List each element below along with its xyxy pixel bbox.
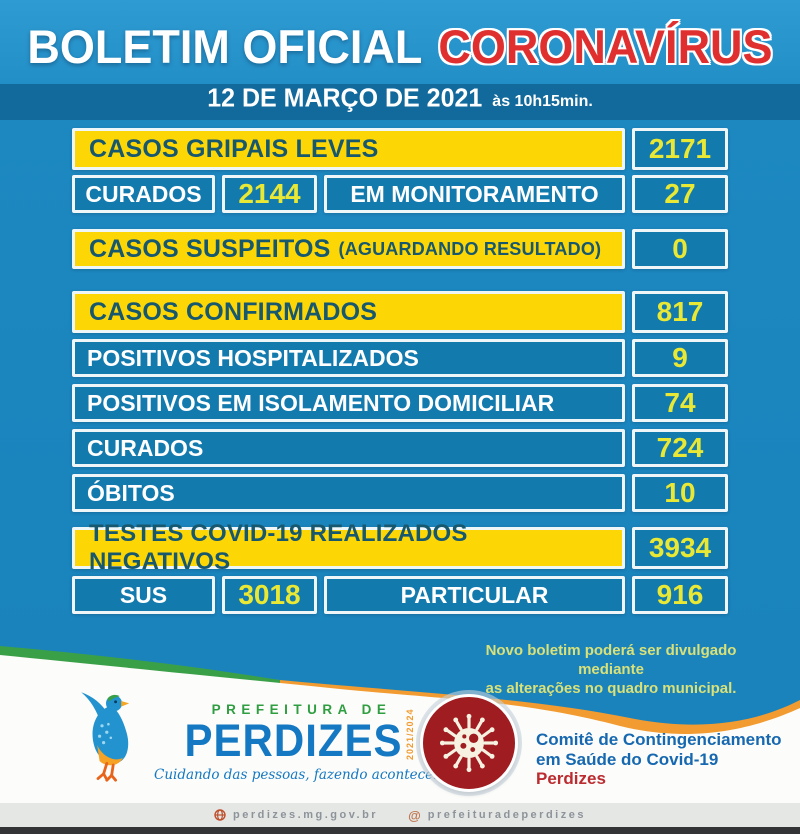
bulletin-date: 12 DE MARÇO DE 2021: [207, 83, 483, 113]
label-particular: PARTICULAR: [324, 576, 625, 614]
partridge-bird-icon: [81, 692, 130, 782]
row-curados: CURADOS 724: [72, 429, 728, 467]
title-main: BOLETIM OFICIAL: [27, 19, 423, 74]
row-casos-gripais: CASOS GRIPAIS LEVES 2171: [72, 128, 728, 170]
row-testes-detalhe: SUS 3018 PARTICULAR 916: [72, 576, 728, 614]
value-curados: 724: [632, 429, 728, 467]
logo-name-row: PERDIZES 2021/2024: [184, 708, 415, 766]
committee-line-1: Comitê de Contingenciamento: [536, 730, 782, 749]
contact-bar: perdizes.mg.gov.br @ prefeituradeperdize…: [0, 803, 800, 827]
note-text: Novo boletim poderá ser divulgado median…: [452, 642, 770, 698]
website-item: perdizes.mg.gov.br: [214, 809, 378, 821]
logo-slogan: Cuidando das pessoas, fazendo acontecer!: [154, 767, 446, 783]
row-testes-negativos: TESTES COVID-19 REALIZADOS NEGATIVOS 393…: [72, 520, 728, 575]
value-casos-suspeitos: 0: [632, 229, 728, 269]
social-handle: prefeituradeperdizes: [427, 809, 586, 821]
label-casos-suspeitos: CASOS SUSPEITOS (AGUARDANDO RESULTADO): [72, 229, 625, 269]
value-gripais-curados: 2144: [222, 175, 317, 213]
prefeitura-logo: PREFEITURA DE PERDIZES 2021/2024 Cuidand…: [70, 680, 445, 794]
at-icon: @: [408, 807, 421, 823]
logo-term-years: 2021/2024: [404, 708, 415, 760]
globe-icon: [214, 809, 226, 821]
value-particular: 916: [632, 576, 728, 614]
value-casos-gripais: 2171: [632, 128, 728, 170]
bottom-strip: [0, 827, 800, 834]
label-casos-gripais: CASOS GRIPAIS LEVES: [72, 128, 625, 170]
label-sus: SUS: [72, 576, 215, 614]
label-isolamento-domiciliar: POSITIVOS EM ISOLAMENTO DOMICILIAR: [72, 384, 625, 422]
committee-text: Comitê de Contingenciamento em Saúde do …: [536, 730, 782, 792]
committee-line-2: em Saúde do Covid-19: [536, 749, 719, 769]
label-suspeitos-main: CASOS SUSPEITOS: [89, 234, 331, 263]
note-line-1: Novo boletim poderá ser divulgado median…: [485, 642, 737, 678]
label-positivos-hospitalizados: POSITIVOS HOSPITALIZADOS: [72, 339, 625, 377]
row-isolamento-domiciliar: POSITIVOS EM ISOLAMENTO DOMICILIAR 74: [72, 384, 728, 422]
row-gripais-detalhe: CURADOS 2144 EM MONITORAMENTO 27: [72, 175, 728, 213]
stats-table: CASOS GRIPAIS LEVES 2171 CURADOS 2144 EM…: [72, 128, 728, 614]
page-title: BOLETIM OFICIAL CORONAVÍRUS: [0, 14, 800, 80]
value-testes-negativos: 3934: [632, 527, 728, 569]
value-casos-confirmados: 817: [632, 291, 728, 333]
label-suspeitos-sub: (AGUARDANDO RESULTADO): [338, 238, 602, 259]
logo-prefeitura-de: PREFEITURA DE: [211, 702, 392, 717]
label-em-monitoramento: EM MONITORAMENTO: [324, 175, 625, 213]
website-url: perdizes.mg.gov.br: [233, 809, 379, 821]
row-obitos: ÓBITOS 10: [72, 474, 728, 512]
footer-wave-decoration: [0, 646, 800, 834]
label-gripais-curados: CURADOS: [72, 175, 215, 213]
logo-city-name: PERDIZES: [184, 715, 403, 766]
label-obitos: ÓBITOS: [72, 474, 625, 512]
row-casos-confirmados: CASOS CONFIRMADOS 817: [72, 291, 728, 333]
value-positivos-hospitalizados: 9: [632, 339, 728, 377]
virus-emblem: [420, 694, 518, 792]
value-obitos: 10: [632, 474, 728, 512]
social-item: @ prefeituradeperdizes: [408, 808, 586, 823]
row-positivos-hospitalizados: POSITIVOS HOSPITALIZADOS 9: [72, 339, 728, 377]
logo-text-block: PREFEITURA DE PERDIZES 2021/2024 Cuidand…: [154, 680, 445, 783]
title-accent: CORONAVÍRUS: [438, 19, 773, 74]
value-em-monitoramento: 27: [632, 175, 728, 213]
label-testes-negativos: TESTES COVID-19 REALIZADOS NEGATIVOS: [72, 520, 625, 575]
virus-icon: [439, 713, 499, 773]
covid-committee: Comitê de Contingenciamento em Saúde do …: [420, 690, 782, 792]
label-casos-confirmados: CASOS CONFIRMADOS: [72, 291, 625, 333]
note-line-2: as alterações no quadro municipal.: [485, 679, 737, 697]
label-curados: CURADOS: [72, 429, 625, 467]
row-casos-suspeitos: CASOS SUSPEITOS (AGUARDANDO RESULTADO) 0: [72, 229, 728, 269]
value-sus: 3018: [222, 576, 317, 614]
date-band: 12 DE MARÇO DE 2021 às 10h15min.: [0, 83, 800, 120]
committee-line-3: Perdizes: [536, 769, 606, 789]
bulletin-time: às 10h15min.: [492, 93, 593, 110]
value-isolamento-domiciliar: 74: [632, 384, 728, 422]
